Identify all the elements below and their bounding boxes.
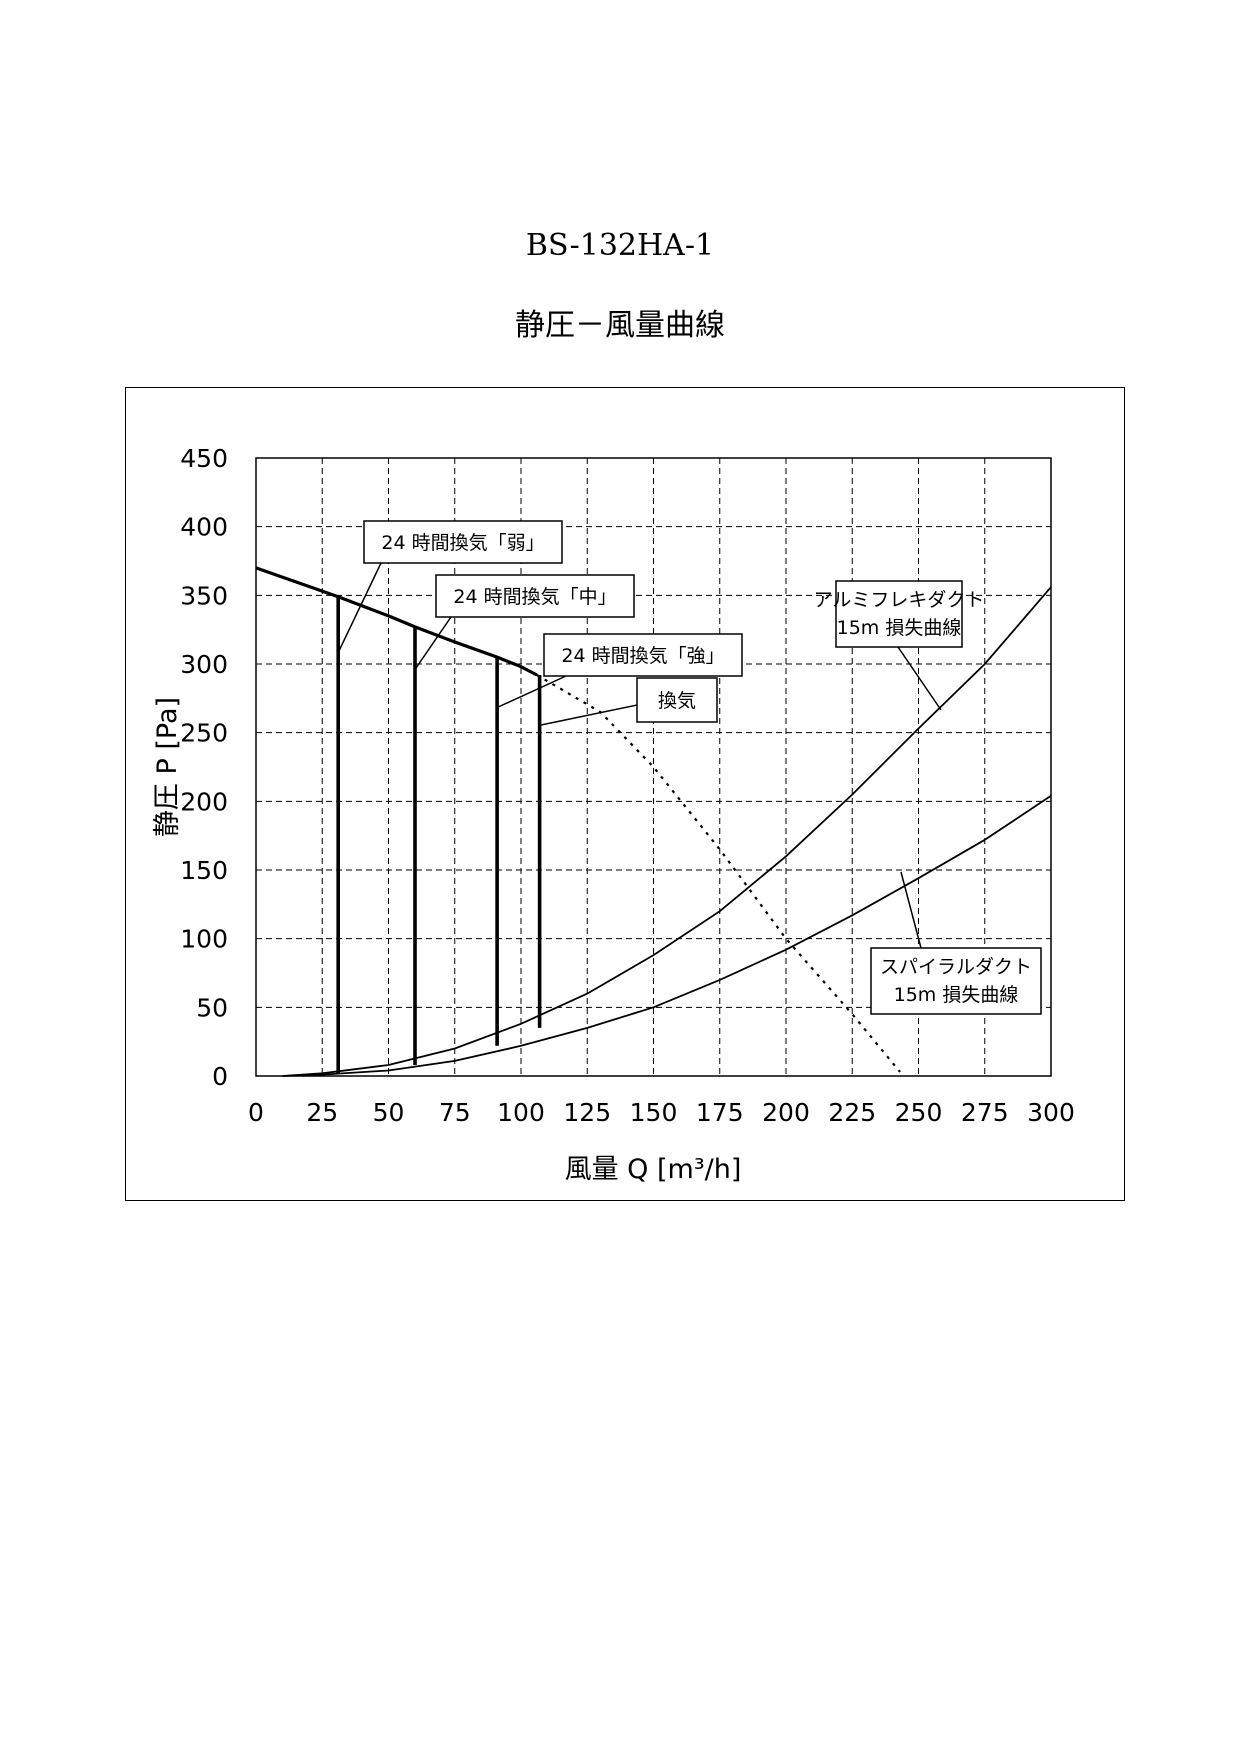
x-tick-label: 0 [248, 1098, 264, 1127]
x-tick-label: 225 [828, 1098, 876, 1127]
series-line-spiral-duct [282, 795, 1052, 1077]
y-tick-label: 50 [196, 993, 228, 1022]
series-line-aluminum-flex-duct [282, 586, 1052, 1077]
y-tick-label: 200 [180, 787, 228, 816]
callouts: 24 時間換気「弱」 24 時間換気「中」 24 時間換気「強」換気 アルミフレキダク… [337, 520, 1042, 1015]
callout-box-spiral [870, 947, 1042, 1015]
callout-leader-strong [495, 675, 567, 709]
y-tick-label: 400 [180, 513, 228, 542]
callout-box-vent [636, 677, 718, 723]
callout-text-spiral-0: スパイラルダクト [880, 956, 1032, 978]
callout-leader-mid [415, 616, 452, 669]
y-tick-label: 350 [180, 581, 228, 610]
callout-box-strong [543, 633, 743, 677]
x-tick-label: 25 [306, 1098, 338, 1127]
y-tick-label: 450 [180, 444, 228, 473]
x-tick-label: 200 [762, 1098, 810, 1127]
document-subtitle: 静圧－風量曲線 [515, 308, 725, 343]
chart-frame: 0 25 50 75 100 125 150 175 200 225 250 275 300 0 50 100… [125, 387, 1125, 1201]
callout-box-mid [435, 574, 635, 618]
callout-text-alu-1: 15m 損失曲線 [837, 617, 962, 639]
callout-leader-alu [897, 646, 942, 711]
x-tick-label: 50 [373, 1098, 405, 1127]
y-tick-label: 250 [180, 719, 228, 748]
y-tick-label: 150 [180, 856, 228, 885]
callout-text-weak: 24 時間換気「弱」 [381, 532, 544, 554]
x-axis-label: 風量 Q [m³/h] [565, 1154, 742, 1185]
x-tick-label: 100 [497, 1098, 545, 1127]
x-tick-label: 175 [696, 1098, 744, 1127]
x-tick-label: 150 [630, 1098, 678, 1127]
x-tick-label: 300 [1027, 1098, 1075, 1127]
chart-svg: 0 25 50 75 100 125 150 175 200 225 250 275 300 0 50 100… [152, 444, 1075, 1185]
tick-labels: 0 25 50 75 100 125 150 175 200 225 250 275 300 0 50 100… [180, 444, 1075, 1127]
document-title: BS-132HA-1 [525, 228, 715, 263]
callout-leader-vent [540, 704, 638, 726]
callout-leader-spiral [900, 871, 922, 949]
x-tick-label: 250 [895, 1098, 943, 1127]
x-tick-label: 125 [563, 1098, 611, 1127]
y-tick-label: 0 [212, 1062, 228, 1091]
callout-box-weak [363, 520, 563, 564]
x-tick-label: 275 [961, 1098, 1009, 1127]
y-axis-label: 静圧 P [Pa] [152, 697, 183, 837]
callout-text-spiral-1: 15m 損失曲線 [894, 984, 1019, 1006]
callout-text-mid: 24 時間換気「中」 [453, 586, 616, 608]
callout-text-strong: 24 時間換気「強」 [561, 645, 724, 667]
series-line-fan [255, 566, 538, 677]
callout-text-alu-0: アルミフレキダクト [814, 589, 985, 611]
callout-text-vent: 換気 [658, 690, 696, 712]
y-tick-label: 300 [180, 650, 228, 679]
y-tick-label: 100 [180, 925, 228, 954]
callout-box-alu [835, 580, 963, 648]
x-tick-label: 75 [439, 1098, 471, 1127]
callout-leader-weak [337, 562, 382, 654]
